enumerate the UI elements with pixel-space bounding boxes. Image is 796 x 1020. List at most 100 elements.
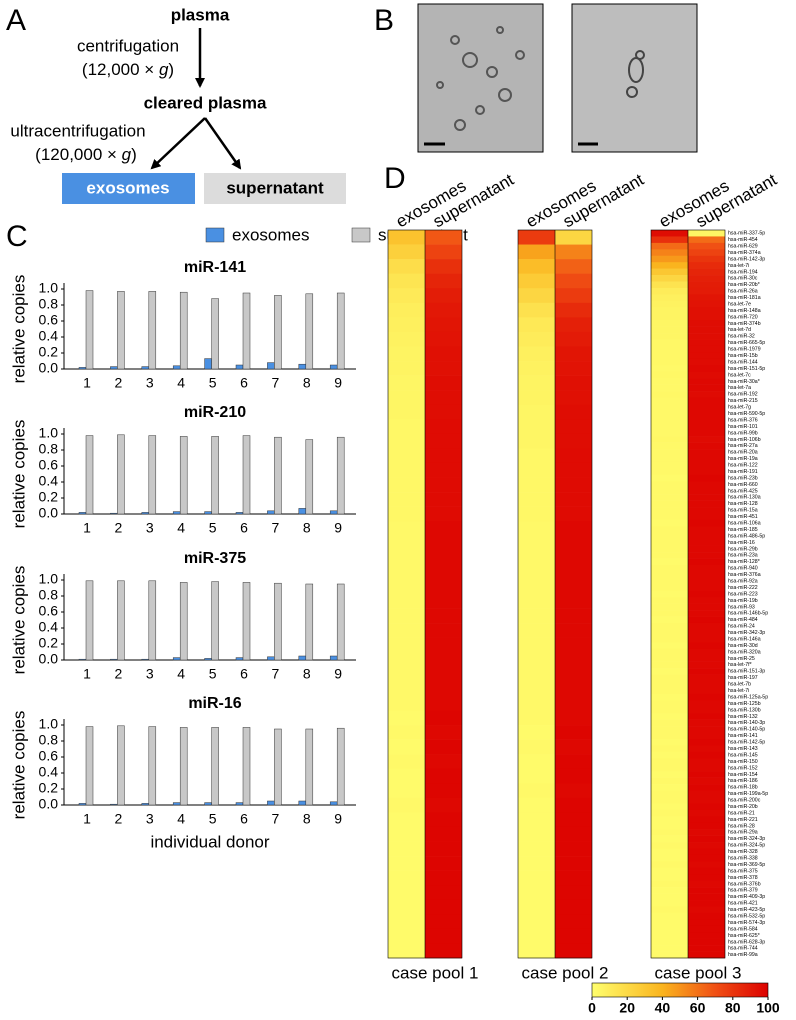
heatmap-cell — [388, 259, 425, 274]
heatmap-cell — [425, 754, 462, 770]
row-label: hsa-miR-744 — [728, 946, 758, 952]
x-tick-label: 9 — [334, 811, 342, 827]
x-tick-label: 2 — [115, 811, 123, 827]
bar — [336, 583, 345, 661]
row-label: hsa-miR-940 — [728, 566, 758, 572]
x-axis-label: individual donor — [150, 832, 269, 851]
heatmap-cell — [651, 281, 688, 289]
heatmap-cell — [688, 616, 725, 624]
heatmap-cell — [688, 449, 725, 456]
heatmap-cell — [651, 313, 688, 321]
heatmap-cell — [651, 577, 688, 585]
heatmap-cell — [555, 812, 592, 828]
heatmap-cell — [688, 262, 725, 269]
heatmap-cell — [651, 738, 688, 746]
heatmap-cell — [651, 287, 688, 295]
row-label: hsa-miR-376a — [728, 572, 761, 578]
heatmap-cell — [688, 951, 725, 959]
row-label: hsa-miR-221 — [728, 817, 758, 823]
heatmap-cell — [388, 943, 425, 959]
row-label: hsa-miR-574-3p — [728, 920, 765, 926]
bar — [141, 366, 150, 370]
heatmap-cell — [688, 320, 725, 327]
row-label: hsa-miR-106b — [728, 437, 761, 443]
y-tick-label: 0.4 — [39, 473, 59, 489]
heatmap-cell — [651, 655, 688, 662]
force: (120,000 × — [35, 145, 122, 164]
flow-start: plasma — [171, 5, 230, 24]
bar — [305, 583, 314, 661]
supernatant-box — [204, 173, 346, 204]
heatmap-cell — [651, 822, 688, 830]
heatmap-cell — [555, 885, 592, 901]
heatmap-cell — [388, 870, 425, 886]
heatmap-cell — [651, 416, 688, 424]
y-axis-label: relative copies — [9, 566, 28, 675]
heatmap-cell — [688, 719, 725, 727]
bar — [172, 511, 181, 515]
bar — [336, 727, 345, 806]
bar — [235, 512, 244, 515]
bar — [305, 439, 314, 515]
heatmap-cell — [651, 951, 688, 959]
heatmap-cell — [651, 680, 688, 688]
heatmap-cell — [518, 594, 555, 609]
pool-label: case pool 1 — [392, 963, 479, 982]
heatmap-cell — [688, 900, 725, 907]
bar — [329, 510, 338, 515]
chart-title: miR-141 — [184, 259, 246, 276]
heatmap-cell — [651, 674, 688, 682]
x-tick-label: 1 — [83, 375, 91, 391]
heatmap-cell — [555, 462, 592, 478]
heatmap-cell — [688, 384, 725, 392]
heatmap-cell — [518, 870, 555, 886]
heatmap-cell — [518, 841, 555, 857]
heatmap-cell — [688, 880, 725, 888]
heatmap-cell — [555, 521, 592, 537]
heatmap-cell — [688, 906, 725, 914]
y-tick-label: 0.0 — [39, 505, 59, 521]
heatmap-cell — [651, 784, 688, 791]
colorbar-tick-label: 80 — [725, 1000, 741, 1016]
x-tick-label: 3 — [146, 375, 154, 391]
heatmap-cell — [688, 532, 725, 540]
heatmap-cell — [688, 597, 725, 604]
heatmap-cell — [651, 249, 688, 257]
y-axis-label: relative copies — [9, 711, 28, 820]
flow-output: supernatant — [226, 178, 324, 197]
row-label: hsa-miR-15a — [728, 508, 758, 514]
bar — [298, 508, 307, 515]
heatmap-cell — [688, 706, 725, 714]
heatmap-cell — [555, 535, 592, 551]
heatmap-cell — [651, 468, 688, 476]
heatmap-cell — [651, 429, 688, 437]
heatmap-cell — [688, 854, 725, 862]
heatmap-cell — [388, 550, 425, 566]
heatmap-cell — [555, 943, 592, 959]
flow-arrow — [203, 117, 242, 170]
heatmap-cell — [425, 943, 462, 959]
heatmap-cell — [651, 693, 688, 701]
bar — [141, 512, 150, 515]
heatmap-cell — [651, 455, 688, 463]
heatmap-cell — [651, 320, 688, 327]
row-label: hsa-miR-92a — [728, 578, 758, 584]
heatmap-cell — [651, 880, 688, 888]
heatmap-cell — [688, 642, 725, 650]
bar — [110, 658, 118, 661]
heatmap-cell — [388, 521, 425, 537]
colorbar-tick-label: 100 — [756, 1000, 780, 1016]
bar — [78, 658, 87, 661]
bar — [267, 362, 275, 370]
heatmap-cell — [388, 899, 425, 915]
heatmap-cell — [688, 713, 725, 720]
heatmap-cell — [425, 608, 462, 624]
heatmap-cell — [651, 481, 688, 488]
x-tick-label: 1 — [83, 666, 91, 682]
heatmap-cell — [555, 899, 592, 915]
heatmap-cell — [555, 856, 592, 871]
heatmap-cell — [688, 816, 725, 824]
heatmap-cell — [555, 928, 592, 944]
heatmap-cell — [688, 255, 725, 263]
heatmap-cell — [651, 539, 688, 546]
